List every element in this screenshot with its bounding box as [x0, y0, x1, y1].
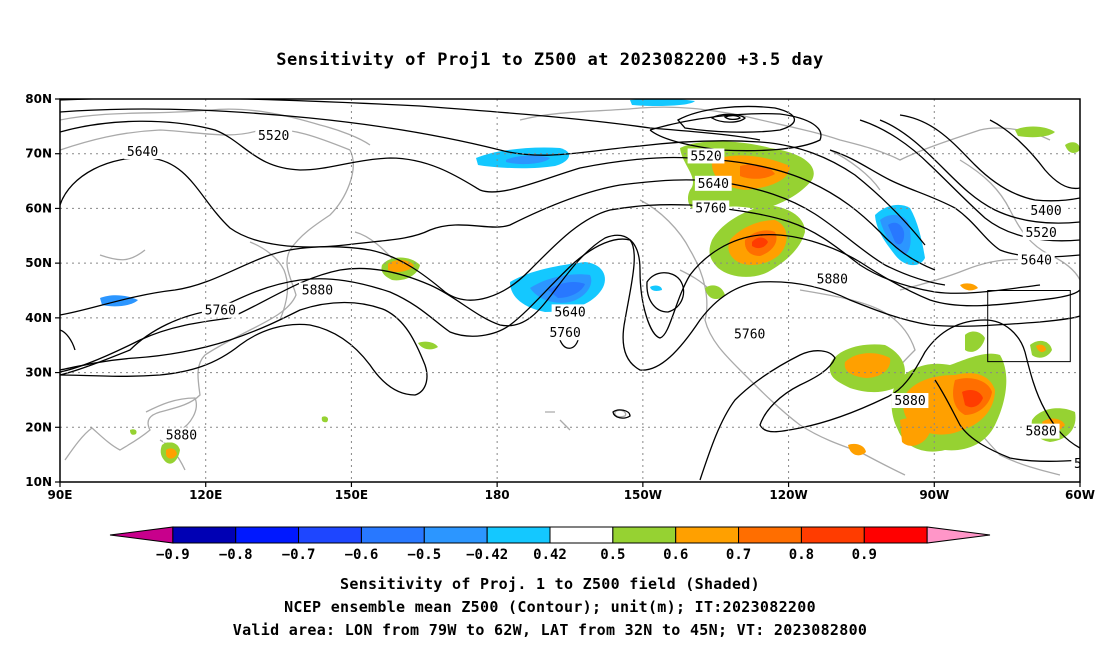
colorbar-label: 0.9 [852, 547, 877, 563]
lat-tick-label: 20N [25, 420, 52, 434]
contour-label: 5520 [258, 129, 289, 144]
contour-label: 5880 [166, 428, 197, 443]
lon-tick-label: 120E [189, 488, 222, 502]
contour-label: 5400 [1030, 204, 1061, 219]
valid-area-box [987, 290, 1071, 363]
lat-tick-label: 60N [25, 201, 52, 215]
contour-label-bg [1027, 203, 1065, 219]
contour-label-bg [546, 325, 584, 341]
contour-label-bg [124, 144, 161, 160]
colorbar-swatch [235, 526, 300, 544]
lon-tick-label: 180 [485, 488, 510, 502]
contour-label: 5520 [690, 149, 721, 164]
colorbar-swatch [423, 526, 488, 544]
colorbar-swatch [109, 526, 174, 544]
caption-line-3: Valid area: LON from 79W to 62W, LAT fro… [232, 621, 868, 639]
contour-label-bg [1022, 225, 1060, 241]
contour-label: 5760 [205, 304, 236, 319]
lon-tick-label: 60W [1065, 488, 1095, 502]
colorbar-label: 0.42 [533, 547, 567, 563]
lat-tick-label: 70N [25, 147, 52, 161]
contour-label-bg [1017, 252, 1055, 268]
colorbar-swatch [549, 526, 614, 544]
colorbar-label: −0.42 [466, 547, 508, 563]
lon-tick-label: 150W [624, 488, 662, 502]
caption-line-2: NCEP ensemble mean Z500 (Contour); unit(… [284, 598, 816, 616]
colorbar-label: −0.9 [156, 547, 190, 563]
lon-tick-label: 90E [48, 488, 73, 502]
colorbar-swatch [863, 526, 928, 544]
contour-label: 5760 [549, 326, 580, 341]
contour-label: 5760 [734, 327, 765, 342]
contour-label-bg [551, 304, 589, 320]
positive-sensitivity-shading [130, 126, 1080, 464]
contour-label: 5640 [698, 177, 729, 192]
colorbar: −0.9 −0.8 −0.7 −0.6 −0.5 −0.42 0.42 0.5 0.6 0.7 0.… [109, 526, 991, 563]
negative-sensitivity-shading [100, 99, 925, 312]
colorbar-swatch [738, 526, 802, 544]
lon-tick-label: 150E [335, 488, 368, 502]
contour-label-bg [694, 175, 732, 191]
colorbar-swatch [800, 526, 865, 544]
lat-tick-label: 40N [25, 311, 52, 325]
z500-contours [60, 99, 1080, 481]
contour-label: 5880 [1074, 457, 1100, 472]
lat-tick-label: 50N [25, 256, 52, 270]
contour-label: 5880 [817, 273, 848, 288]
contour-label: 5640 [127, 145, 158, 160]
colorbar-swatch [675, 526, 740, 544]
colorbar-label: 0.8 [789, 547, 814, 563]
caption-line-1: Sensitivity of Proj. 1 to Z500 field (Sh… [340, 575, 760, 593]
colorbar-swatch [298, 526, 362, 544]
contour-label: 5640 [1021, 253, 1052, 268]
lat-tick-label: 80N [25, 92, 52, 106]
contour-label-bg [255, 128, 293, 144]
map-title: Sensitivity of Proj1 to Z500 at 20230822… [276, 50, 824, 70]
colorbar-label: −0.5 [407, 547, 441, 563]
contour-label-bg [1071, 455, 1080, 471]
contour-label: 5760 [695, 201, 726, 216]
colorbar-label: 0.5 [600, 547, 625, 563]
coastlines [60, 106, 1080, 476]
contour-label: 5520 [1025, 226, 1056, 241]
contour-labels: 5520 5640 5520 5640 5760 5400 5520 5640 5880 5880… [124, 128, 1100, 472]
lat-axis: 80N 70N 60N 50N 40N 30N 20N 10N [25, 92, 60, 489]
colorbar-swatch [172, 526, 237, 544]
contour-label-bg [201, 302, 239, 318]
contour-label-bg [687, 148, 725, 164]
colorbar-swatch [360, 526, 425, 544]
colorbar-swatch [612, 526, 677, 544]
colorbar-label: −0.7 [282, 547, 316, 563]
plot-frame [59, 98, 1081, 483]
lon-tick-label: 120W [769, 488, 807, 502]
colorbar-swatch [486, 526, 551, 544]
contour-label-bg [692, 200, 730, 216]
colorbar-label: 0.6 [663, 547, 688, 563]
lat-tick-label: 30N [25, 366, 52, 380]
lon-tick-label: 90W [919, 488, 949, 502]
contour-label-bg [163, 427, 200, 443]
contour-label: 5640 [554, 305, 585, 320]
contour-label-bg [731, 326, 769, 342]
colorbar-label: −0.6 [345, 547, 379, 563]
contour-label: 5880 [1025, 425, 1056, 440]
contour-label: 5880 [894, 394, 925, 409]
lat-tick-label: 10N [25, 475, 52, 489]
colorbar-label: 0.7 [726, 547, 751, 563]
contour-label-bg [813, 271, 851, 287]
contour-label-bg [1022, 423, 1060, 439]
contour-label: 5880 [302, 284, 333, 299]
colorbar-swatch [926, 526, 991, 544]
lon-axis: 90E 120E 150E 180 150W 120W 90W 60W [48, 482, 1095, 502]
contour-label-bg [891, 393, 929, 409]
contour-label-bg [299, 282, 336, 298]
colorbar-label: −0.8 [219, 547, 253, 563]
